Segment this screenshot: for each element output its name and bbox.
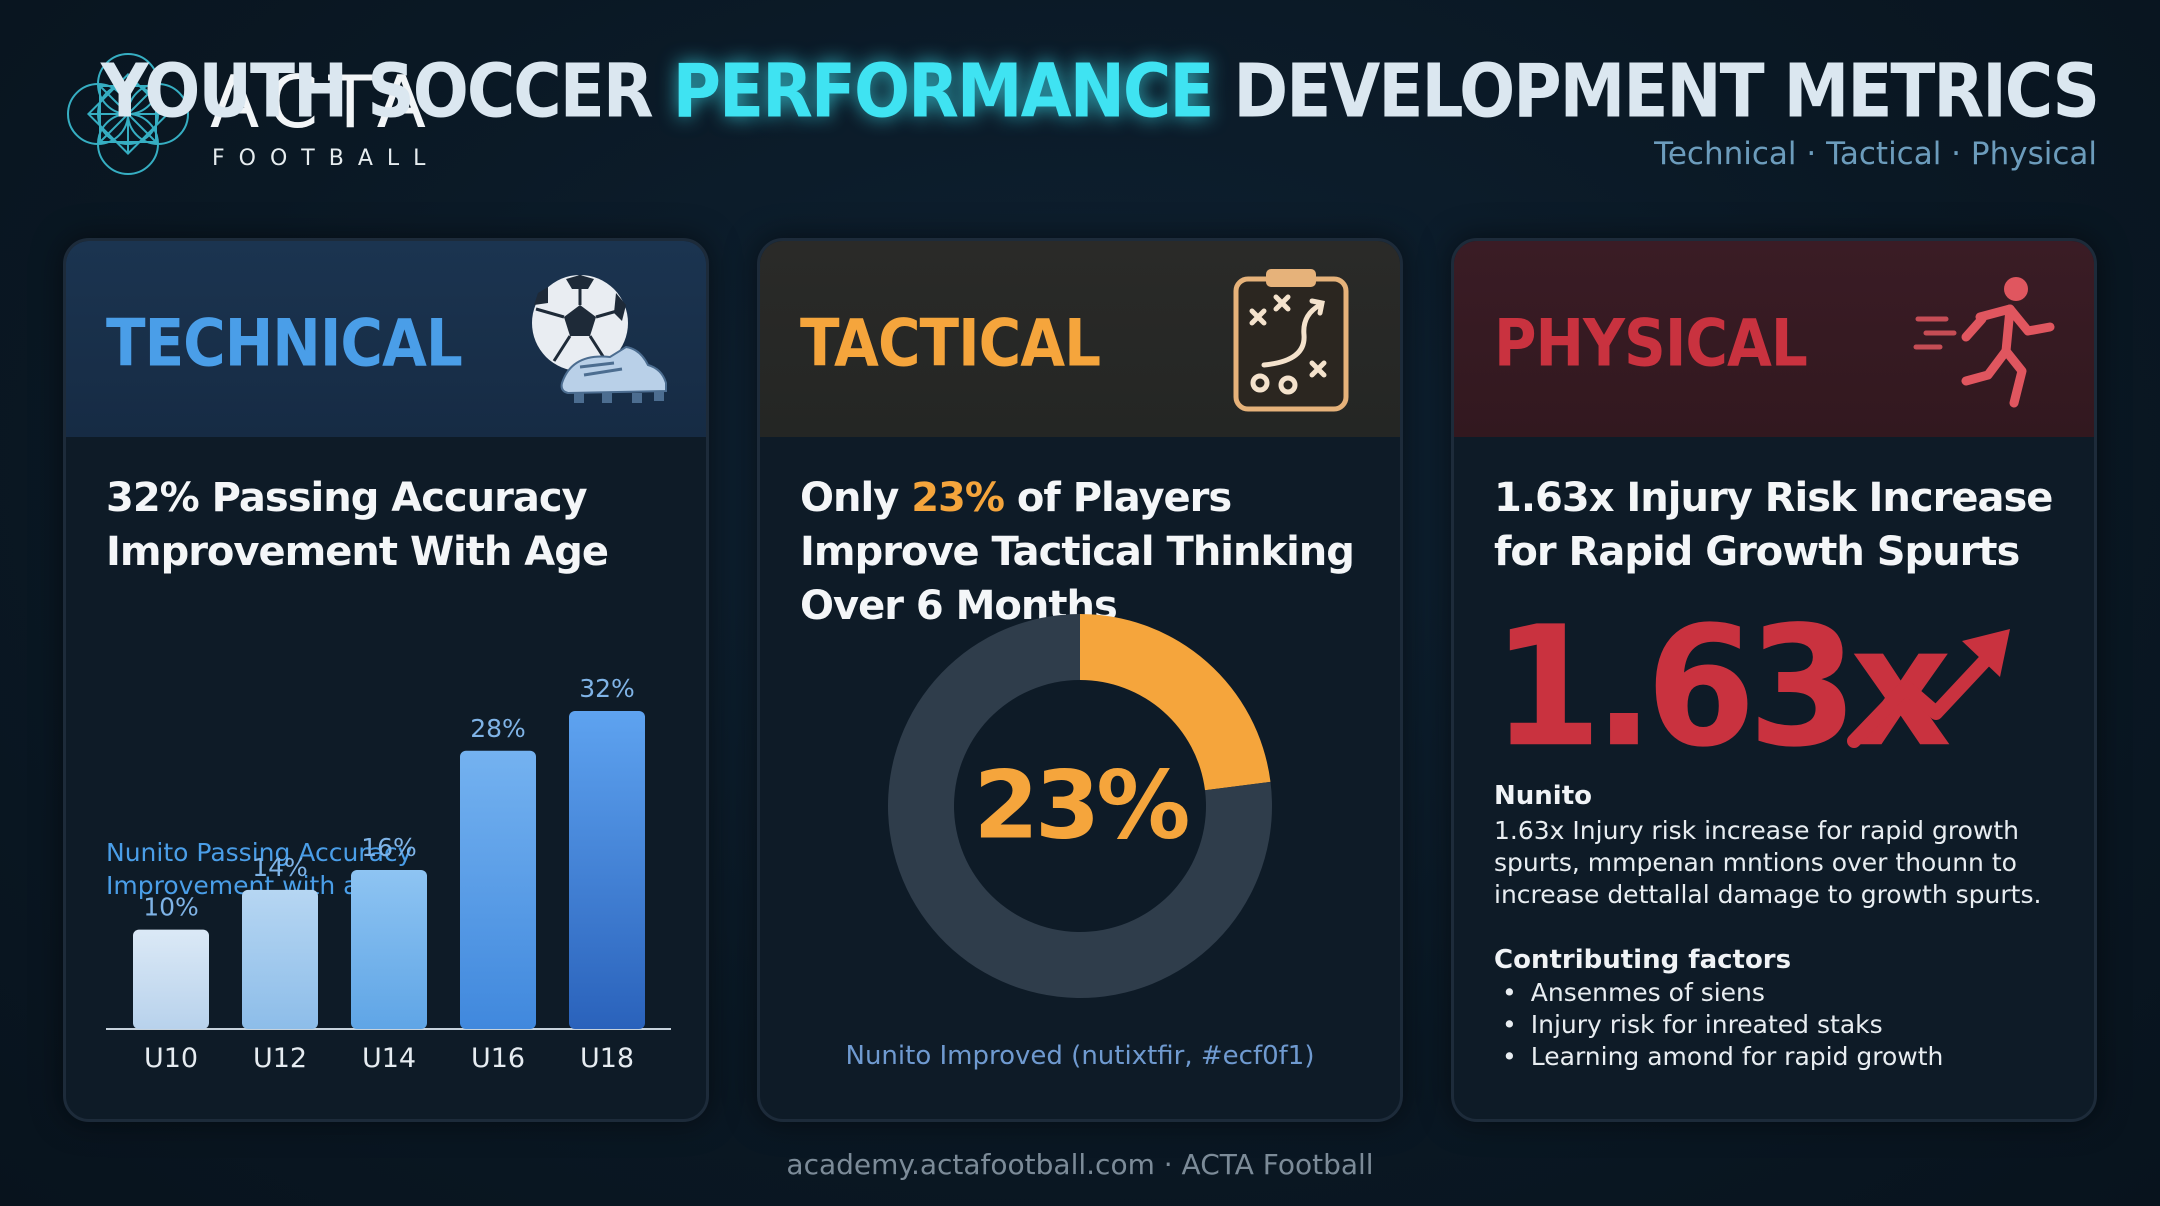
sprinting-runner-icon bbox=[1913, 277, 2055, 408]
tactical-headline: Only 23% of Players Improve Tactical Thi… bbox=[800, 471, 1380, 633]
trend-up-arrow-icon bbox=[1847, 629, 2010, 748]
title-pre: YOUTH SOCCER bbox=[100, 48, 673, 135]
technical-card: TECHNICAL 32% Passing Accuracy Improveme… bbox=[63, 238, 709, 1122]
contributing-factors-list: Ansenmes of siens Injury risk for inreat… bbox=[1502, 977, 1944, 1073]
technical-card-header: TECHNICAL bbox=[66, 241, 706, 437]
x-tick-label: U10 bbox=[144, 1043, 198, 1074]
physical-body-label: Nunito bbox=[1494, 781, 1592, 811]
factor-item: Injury risk for inreated staks bbox=[1502, 1009, 1943, 1041]
donut-layer bbox=[888, 614, 1272, 998]
passing-accuracy-bar-chart: Nunito Passing Accuracy Improvement with… bbox=[106, 674, 671, 1074]
bar-value-label: 10% bbox=[143, 893, 199, 922]
donut-slice-not-improved bbox=[888, 614, 1272, 998]
footer-text: academy.actafootball.com · ACTA Football bbox=[786, 1148, 1374, 1181]
bar-value-label: 14% bbox=[252, 853, 308, 882]
bar-u14 bbox=[351, 870, 427, 1029]
tactical-label: TACTICAL bbox=[800, 305, 1101, 382]
x-tick-label: U14 bbox=[362, 1043, 416, 1074]
donut-slice-improved bbox=[1080, 614, 1271, 791]
x-tick-label: U16 bbox=[471, 1043, 525, 1074]
brand-logo: ACTA FOOTBALL bbox=[62, 48, 462, 183]
tactical-donut-chart: 23% bbox=[888, 614, 1272, 998]
x-tick-label: U12 bbox=[253, 1043, 307, 1074]
donut-caption: Nunito Improved (nutixtfir, #ecf0f1) bbox=[845, 1041, 1315, 1071]
bar-u10 bbox=[133, 929, 209, 1029]
bar-value-label: 32% bbox=[579, 674, 635, 703]
bar-u12 bbox=[242, 889, 318, 1029]
brand-subtitle: FOOTBALL bbox=[212, 146, 440, 171]
page-subtitle: Technical · Tactical · Physical bbox=[1654, 136, 2097, 172]
bar-value-label: 16% bbox=[361, 833, 417, 862]
page-title: YOUTH SOCCER PERFORMANCE DEVELOPMENT MET… bbox=[100, 48, 2100, 135]
bar-u18 bbox=[569, 711, 645, 1029]
donut-center-label: 23% bbox=[974, 752, 1189, 861]
clipboard-tactics-icon bbox=[1233, 269, 1349, 412]
physical-body-text: 1.63x Injury risk increase for rapid gro… bbox=[1494, 816, 2042, 909]
geometric-mandala-logo-icon bbox=[67, 53, 189, 175]
physical-label: PHYSICAL bbox=[1494, 305, 1808, 382]
tactical-headline-post: of Players Improve Tactical Thinking Ove… bbox=[800, 475, 1355, 629]
factor-item: Ansenmes of siens bbox=[1502, 977, 1943, 1009]
physical-big-stat: 1.63x bbox=[1492, 591, 1952, 785]
bar-u16 bbox=[460, 750, 536, 1029]
soccer-ball-boot-icon bbox=[532, 275, 667, 403]
contributing-factors-label: Contributing factors bbox=[1494, 945, 1792, 975]
bars-layer: 10% U10 14% U12 16% U14 28% U16 32% U18 bbox=[133, 674, 645, 1074]
physical-card-header: PHYSICAL bbox=[1454, 241, 2094, 437]
bar-value-label: 28% bbox=[470, 714, 526, 743]
tactical-card-header: TACTICAL bbox=[760, 241, 1400, 437]
factor-item: Learning amond for rapid growth bbox=[1502, 1041, 1944, 1073]
technical-label: TECHNICAL bbox=[106, 305, 463, 382]
chart-caption-line-1: Nunito Passing Accuracy bbox=[106, 838, 413, 867]
technical-headline: 32% Passing Accuracy Improvement With Ag… bbox=[106, 475, 609, 575]
tactical-headline-pre: Only bbox=[800, 475, 912, 521]
x-tick-label: U18 bbox=[580, 1043, 634, 1074]
physical-card: PHYSICAL 1.63x Injury Risk Increase for … bbox=[1451, 238, 2097, 1122]
physical-headline: 1.63x Injury Risk Increase for Rapid Gro… bbox=[1494, 475, 2053, 575]
title-highlight: PERFORMANCE bbox=[672, 48, 1215, 135]
tactical-card: TACTICAL Only 23% of Players Improve Tac… bbox=[757, 238, 1403, 1122]
title-post: DEVELOPMENT METRICS bbox=[1212, 48, 2100, 135]
brand-name: ACTA bbox=[210, 60, 436, 144]
tactical-headline-accent: 23% bbox=[911, 475, 1005, 521]
